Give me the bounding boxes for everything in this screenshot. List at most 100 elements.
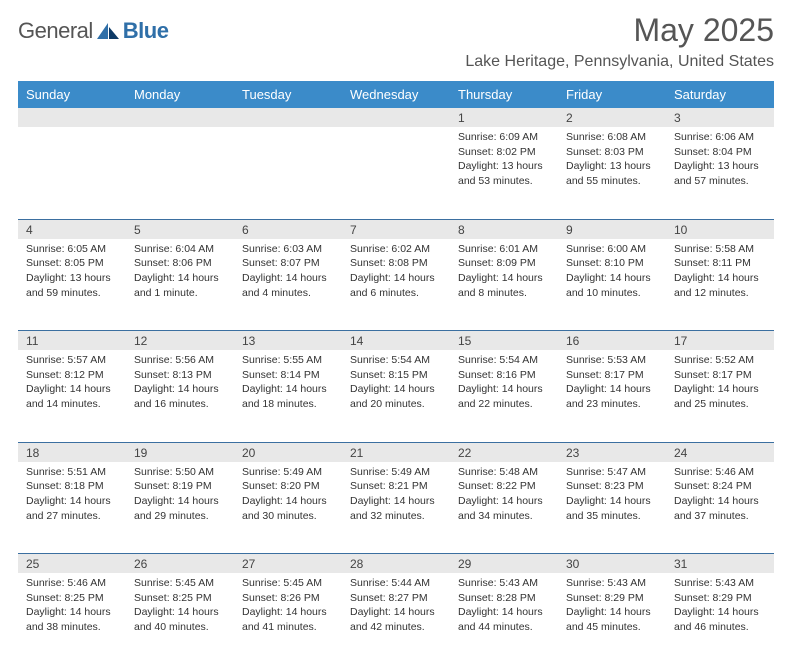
daylight-text: Daylight: 13 hours and 59 minutes. bbox=[26, 271, 118, 300]
day-content-cell: Sunrise: 6:03 AMSunset: 8:07 PMDaylight:… bbox=[234, 239, 342, 331]
sunrise-text: Sunrise: 6:02 AM bbox=[350, 242, 442, 257]
sunrise-text: Sunrise: 5:57 AM bbox=[26, 353, 118, 368]
day-content-cell: Sunrise: 5:43 AMSunset: 8:29 PMDaylight:… bbox=[558, 573, 666, 665]
day-number-cell: 25 bbox=[18, 554, 126, 574]
sunrise-text: Sunrise: 6:04 AM bbox=[134, 242, 226, 257]
title-block: May 2025 Lake Heritage, Pennsylvania, Un… bbox=[465, 12, 774, 71]
day-number-cell: 4 bbox=[18, 219, 126, 239]
sunrise-text: Sunrise: 5:47 AM bbox=[566, 465, 658, 480]
day-header: Saturday bbox=[666, 81, 774, 108]
brand-logo: General Blue bbox=[18, 18, 168, 44]
daylight-text: Daylight: 14 hours and 46 minutes. bbox=[674, 605, 766, 634]
day-number-cell: 27 bbox=[234, 554, 342, 574]
day-content-cell: Sunrise: 5:57 AMSunset: 8:12 PMDaylight:… bbox=[18, 350, 126, 442]
sunrise-text: Sunrise: 5:53 AM bbox=[566, 353, 658, 368]
day-number-cell bbox=[126, 108, 234, 127]
sunrise-text: Sunrise: 5:56 AM bbox=[134, 353, 226, 368]
day-number-cell: 3 bbox=[666, 108, 774, 127]
daylight-text: Daylight: 14 hours and 1 minute. bbox=[134, 271, 226, 300]
sunrise-text: Sunrise: 6:01 AM bbox=[458, 242, 550, 257]
sunset-text: Sunset: 8:02 PM bbox=[458, 145, 550, 160]
sail-icon bbox=[95, 21, 121, 41]
sunset-text: Sunset: 8:15 PM bbox=[350, 368, 442, 383]
daylight-text: Daylight: 14 hours and 27 minutes. bbox=[26, 494, 118, 523]
day-header: Monday bbox=[126, 81, 234, 108]
sunset-text: Sunset: 8:25 PM bbox=[134, 591, 226, 606]
sunrise-text: Sunrise: 5:46 AM bbox=[674, 465, 766, 480]
day-number-cell: 13 bbox=[234, 331, 342, 351]
day-content-cell: Sunrise: 6:01 AMSunset: 8:09 PMDaylight:… bbox=[450, 239, 558, 331]
sunrise-text: Sunrise: 6:00 AM bbox=[566, 242, 658, 257]
sunrise-text: Sunrise: 6:09 AM bbox=[458, 130, 550, 145]
day-content-cell: Sunrise: 5:52 AMSunset: 8:17 PMDaylight:… bbox=[666, 350, 774, 442]
sunset-text: Sunset: 8:23 PM bbox=[566, 479, 658, 494]
daylight-text: Daylight: 13 hours and 53 minutes. bbox=[458, 159, 550, 188]
day-number-cell: 28 bbox=[342, 554, 450, 574]
day-number-cell: 24 bbox=[666, 442, 774, 462]
sunset-text: Sunset: 8:08 PM bbox=[350, 256, 442, 271]
sunrise-text: Sunrise: 5:44 AM bbox=[350, 576, 442, 591]
sunrise-text: Sunrise: 6:05 AM bbox=[26, 242, 118, 257]
day-content-cell bbox=[342, 127, 450, 219]
day-number-cell: 9 bbox=[558, 219, 666, 239]
day-header-row: SundayMondayTuesdayWednesdayThursdayFrid… bbox=[18, 81, 774, 108]
sunset-text: Sunset: 8:05 PM bbox=[26, 256, 118, 271]
daylight-text: Daylight: 14 hours and 35 minutes. bbox=[566, 494, 658, 523]
sunrise-text: Sunrise: 6:08 AM bbox=[566, 130, 658, 145]
sunset-text: Sunset: 8:14 PM bbox=[242, 368, 334, 383]
sunset-text: Sunset: 8:17 PM bbox=[674, 368, 766, 383]
day-number-cell: 15 bbox=[450, 331, 558, 351]
daylight-text: Daylight: 14 hours and 42 minutes. bbox=[350, 605, 442, 634]
sunset-text: Sunset: 8:19 PM bbox=[134, 479, 226, 494]
day-content-cell: Sunrise: 6:04 AMSunset: 8:06 PMDaylight:… bbox=[126, 239, 234, 331]
day-content-cell bbox=[234, 127, 342, 219]
daylight-text: Daylight: 14 hours and 29 minutes. bbox=[134, 494, 226, 523]
daylight-text: Daylight: 14 hours and 37 minutes. bbox=[674, 494, 766, 523]
sunrise-text: Sunrise: 5:46 AM bbox=[26, 576, 118, 591]
daylight-text: Daylight: 14 hours and 4 minutes. bbox=[242, 271, 334, 300]
week-number-row: 18192021222324 bbox=[18, 442, 774, 462]
sunset-text: Sunset: 8:03 PM bbox=[566, 145, 658, 160]
sunset-text: Sunset: 8:13 PM bbox=[134, 368, 226, 383]
day-content-cell: Sunrise: 5:49 AMSunset: 8:20 PMDaylight:… bbox=[234, 462, 342, 554]
sunset-text: Sunset: 8:16 PM bbox=[458, 368, 550, 383]
day-number-cell: 31 bbox=[666, 554, 774, 574]
day-content-cell: Sunrise: 5:56 AMSunset: 8:13 PMDaylight:… bbox=[126, 350, 234, 442]
sunset-text: Sunset: 8:06 PM bbox=[134, 256, 226, 271]
sunset-text: Sunset: 8:07 PM bbox=[242, 256, 334, 271]
sunset-text: Sunset: 8:21 PM bbox=[350, 479, 442, 494]
sunrise-text: Sunrise: 5:54 AM bbox=[350, 353, 442, 368]
day-number-cell: 7 bbox=[342, 219, 450, 239]
day-content-cell: Sunrise: 5:49 AMSunset: 8:21 PMDaylight:… bbox=[342, 462, 450, 554]
day-header: Wednesday bbox=[342, 81, 450, 108]
day-header: Thursday bbox=[450, 81, 558, 108]
sunset-text: Sunset: 8:17 PM bbox=[566, 368, 658, 383]
sunset-text: Sunset: 8:04 PM bbox=[674, 145, 766, 160]
sunrise-text: Sunrise: 5:43 AM bbox=[674, 576, 766, 591]
daylight-text: Daylight: 13 hours and 55 minutes. bbox=[566, 159, 658, 188]
sunset-text: Sunset: 8:25 PM bbox=[26, 591, 118, 606]
day-content-cell: Sunrise: 5:48 AMSunset: 8:22 PMDaylight:… bbox=[450, 462, 558, 554]
day-number-cell: 8 bbox=[450, 219, 558, 239]
day-content-cell: Sunrise: 6:09 AMSunset: 8:02 PMDaylight:… bbox=[450, 127, 558, 219]
daylight-text: Daylight: 14 hours and 44 minutes. bbox=[458, 605, 550, 634]
week-number-row: 11121314151617 bbox=[18, 331, 774, 351]
sunset-text: Sunset: 8:22 PM bbox=[458, 479, 550, 494]
day-content-cell: Sunrise: 5:54 AMSunset: 8:15 PMDaylight:… bbox=[342, 350, 450, 442]
sunrise-text: Sunrise: 6:06 AM bbox=[674, 130, 766, 145]
sunset-text: Sunset: 8:20 PM bbox=[242, 479, 334, 494]
sunrise-text: Sunrise: 5:49 AM bbox=[350, 465, 442, 480]
day-number-cell bbox=[342, 108, 450, 127]
daylight-text: Daylight: 14 hours and 23 minutes. bbox=[566, 382, 658, 411]
brand-name-part2: Blue bbox=[123, 18, 169, 44]
day-number-cell: 2 bbox=[558, 108, 666, 127]
daylight-text: Daylight: 14 hours and 6 minutes. bbox=[350, 271, 442, 300]
sunset-text: Sunset: 8:27 PM bbox=[350, 591, 442, 606]
sunrise-text: Sunrise: 5:43 AM bbox=[566, 576, 658, 591]
day-content-cell: Sunrise: 5:58 AMSunset: 8:11 PMDaylight:… bbox=[666, 239, 774, 331]
day-number-cell bbox=[234, 108, 342, 127]
week-number-row: 45678910 bbox=[18, 219, 774, 239]
day-content-cell: Sunrise: 5:46 AMSunset: 8:24 PMDaylight:… bbox=[666, 462, 774, 554]
day-content-cell: Sunrise: 5:45 AMSunset: 8:25 PMDaylight:… bbox=[126, 573, 234, 665]
day-number-cell: 18 bbox=[18, 442, 126, 462]
